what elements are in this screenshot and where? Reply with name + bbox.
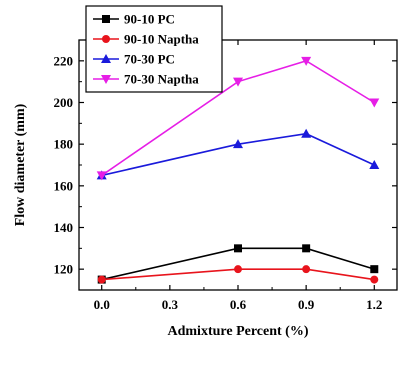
- data-point: [302, 265, 311, 274]
- legend-marker: [101, 54, 111, 63]
- data-point: [234, 244, 242, 253]
- legend-marker: [101, 75, 111, 84]
- y-tick-label: 160: [54, 178, 74, 193]
- data-point: [97, 275, 106, 284]
- data-point: [370, 265, 379, 274]
- x-tick-label: 0.0: [94, 297, 110, 312]
- series-layer: [96, 56, 380, 284]
- y-tick-label: 220: [54, 53, 74, 68]
- x-axis-title: Admixture Percent (%): [168, 324, 309, 339]
- data-point: [369, 98, 380, 108]
- x-tick-label: 0.6: [230, 297, 247, 312]
- legend-marker: [102, 15, 110, 23]
- data-point: [234, 265, 242, 274]
- data-point: [370, 275, 379, 284]
- series-2: [97, 265, 379, 284]
- data-point: [96, 171, 107, 181]
- x-axis-ticks: 0.0 0.3 0.6 0.9 1.2: [94, 40, 382, 312]
- legend-label: 70-30 PC: [124, 52, 175, 67]
- x-tick-label: 1.2: [366, 297, 382, 312]
- y-axis-ticks: 120 140 160 180 200 220: [54, 53, 397, 277]
- legend-label: 90-10 Naptha: [124, 32, 199, 47]
- y-tick-label: 120: [54, 262, 74, 277]
- series-3: [96, 128, 380, 180]
- data-point: [233, 77, 243, 87]
- series-line: [101, 247, 375, 281]
- legend-item: 70-30 PC: [93, 52, 175, 67]
- series-1: [97, 244, 379, 284]
- data-point: [233, 139, 243, 149]
- x-tick-label: 0.3: [162, 297, 179, 312]
- legend-item: 90-10 Naptha: [93, 32, 199, 47]
- data-point: [369, 160, 380, 169]
- data-point: [301, 56, 312, 66]
- legend: 90-10 PC 90-10 Naptha 70-30 PC 70-30 Naptha: [85, 5, 223, 93]
- series-line: [101, 132, 375, 177]
- series-line: [101, 268, 375, 281]
- y-axis-title: Flow diameter (mm): [13, 103, 28, 226]
- legend-item: 90-10 PC: [93, 12, 175, 27]
- data-point: [301, 128, 312, 138]
- legend-label: 70-30 Naptha: [124, 72, 199, 87]
- legend-marker: [102, 35, 110, 43]
- x-tick-label: 0.9: [298, 297, 315, 312]
- series-4: [96, 56, 380, 181]
- series-line: [101, 59, 375, 177]
- y-tick-label: 200: [54, 95, 74, 110]
- legend-item: 70-30 Naptha: [93, 72, 199, 87]
- y-tick-label: 180: [54, 137, 74, 152]
- y-tick-label: 140: [54, 220, 74, 235]
- data-point: [302, 244, 311, 253]
- legend-label: 90-10 PC: [124, 12, 175, 27]
